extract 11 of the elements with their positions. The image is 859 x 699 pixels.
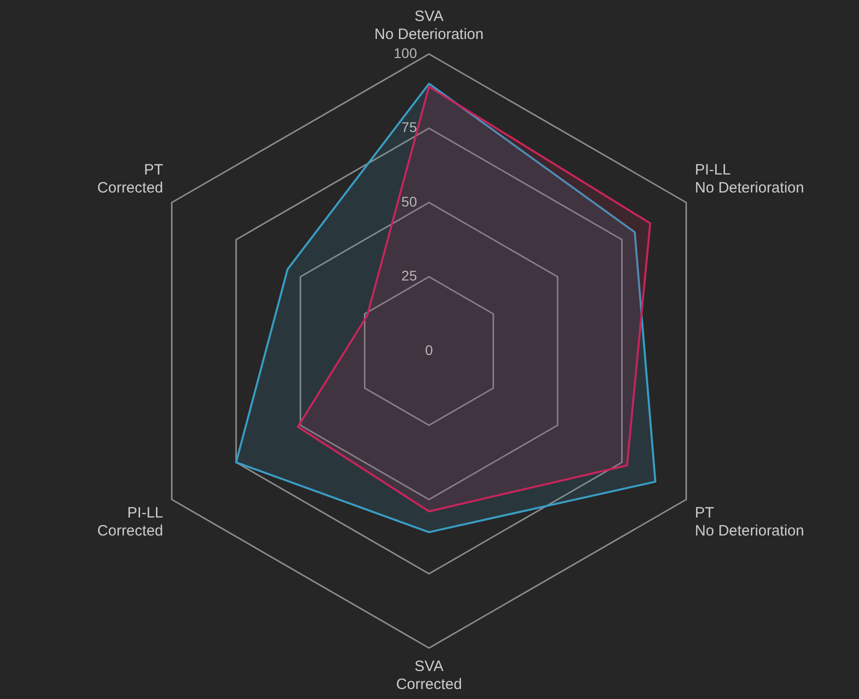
y-tick-label: 25 xyxy=(401,268,418,284)
spoke-label: SVA Corrected xyxy=(396,658,462,694)
y-tick-label: 0 xyxy=(425,342,434,358)
spoke-label: PT No Deterioration xyxy=(694,504,804,540)
spoke-label: PI-LL Corrected xyxy=(97,504,164,540)
spoke-label: PI-LL No Deterioration xyxy=(694,162,804,197)
spoke-label: PT Corrected xyxy=(97,162,164,197)
y-tick-label: 100 xyxy=(394,44,418,61)
y-tick-label: 50 xyxy=(401,193,418,210)
y-tick-label: 75 xyxy=(401,119,418,136)
spoke-label: SVA No Deterioration xyxy=(374,8,484,44)
